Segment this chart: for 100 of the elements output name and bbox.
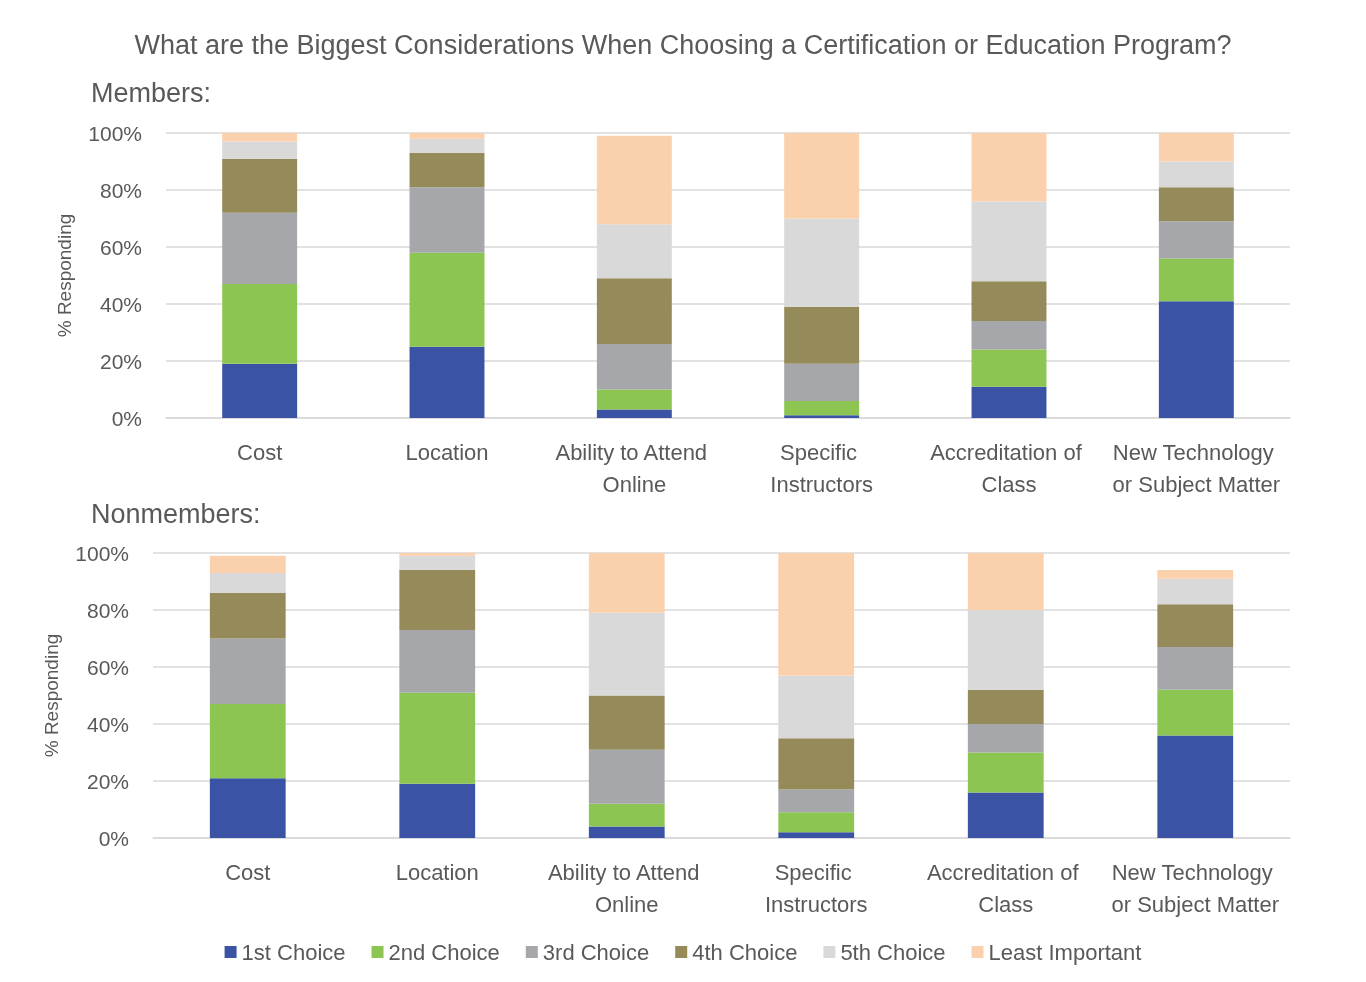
bar	[1157, 689, 1234, 736]
legend-label: 1st Choice	[241, 939, 346, 965]
x-tick-label: Accreditation of Class	[930, 439, 1088, 497]
bar	[588, 826, 665, 838]
legend-label: 4th Choice	[692, 939, 798, 965]
bar	[409, 138, 485, 153]
bar	[778, 832, 855, 838]
bar	[588, 749, 665, 804]
bar	[778, 789, 855, 813]
y-tick-label: 40%	[99, 292, 142, 316]
bar	[778, 553, 855, 676]
bar	[596, 389, 672, 410]
bar	[399, 553, 476, 556]
x-tick-label: Specific Instructors	[770, 439, 874, 497]
bar	[596, 135, 672, 225]
bar	[778, 738, 855, 790]
bar	[222, 363, 298, 418]
bar	[209, 572, 286, 593]
legend-label: 2nd Choice	[388, 939, 500, 965]
bar	[971, 321, 1047, 350]
bar	[784, 306, 860, 364]
bar	[209, 555, 286, 573]
bar	[967, 792, 1044, 838]
x-tick-label: Specific Instructors	[764, 859, 868, 917]
bar	[1157, 570, 1234, 579]
bar	[967, 553, 1044, 610]
y-tick-label: 100%	[75, 541, 129, 565]
bar	[399, 783, 476, 838]
bar	[971, 281, 1047, 322]
bar	[588, 553, 665, 613]
chart-subtitle: Members:	[91, 77, 212, 108]
legend-label: 3rd Choice	[542, 939, 650, 965]
y-tick-label: 80%	[99, 178, 142, 202]
x-tick-label: Ability to Attend Online	[547, 859, 706, 917]
bar	[784, 415, 860, 418]
bar	[209, 778, 286, 838]
bar	[222, 284, 298, 364]
bar	[409, 133, 485, 139]
bar	[1157, 604, 1234, 648]
bar	[1158, 187, 1234, 222]
bar	[1157, 578, 1234, 605]
bar	[778, 812, 855, 833]
y-tick-label: 60%	[86, 655, 129, 679]
bar	[1158, 258, 1234, 302]
bar	[1157, 735, 1234, 838]
bar	[967, 724, 1044, 753]
bar	[209, 592, 286, 639]
bar	[209, 704, 286, 779]
x-tick-label: Location	[405, 439, 489, 465]
bar	[971, 349, 1047, 387]
bar	[399, 692, 476, 784]
bar	[209, 638, 286, 705]
bar	[971, 133, 1047, 202]
legend-label: Least Important	[988, 939, 1142, 965]
y-tick-label: 80%	[86, 598, 129, 622]
bar	[409, 252, 485, 347]
bar	[967, 689, 1044, 724]
bar	[222, 158, 298, 213]
bar	[596, 343, 672, 390]
legend-label: 5th Choice	[840, 939, 946, 965]
bar	[399, 629, 476, 693]
bar	[784, 363, 860, 401]
bar	[588, 695, 665, 750]
bar	[784, 133, 860, 219]
y-tick-label: 20%	[86, 769, 129, 793]
bar	[409, 346, 485, 418]
bar	[1158, 133, 1234, 162]
x-tick-label: Cost	[225, 859, 271, 885]
bar	[967, 752, 1044, 793]
bar	[1158, 221, 1234, 259]
y-tick-label: 20%	[99, 349, 142, 373]
bar	[784, 400, 860, 416]
bar	[971, 386, 1047, 418]
bar	[588, 803, 665, 827]
bar	[222, 133, 298, 142]
x-tick-label: Cost	[237, 439, 283, 465]
bar	[222, 212, 298, 285]
y-tick-label: 0%	[98, 826, 129, 850]
chart-subtitle: Nonmembers:	[91, 498, 261, 529]
bar	[409, 152, 485, 188]
bar	[399, 555, 476, 571]
y-tick-label: 0%	[111, 406, 142, 430]
x-tick-label: Ability to Attend Online	[555, 439, 714, 497]
bar	[596, 278, 672, 344]
bar	[399, 570, 476, 630]
chart-title: What are the Biggest Considerations When Choosing a Certification or Education Program?	[134, 29, 1232, 60]
y-axis-title: % Responding	[41, 633, 62, 758]
y-axis-title: % Responding	[54, 213, 75, 338]
x-tick-label: Accreditation of Class	[926, 859, 1085, 917]
bar	[222, 141, 298, 159]
bar	[1158, 301, 1234, 418]
x-tick-label: Location	[395, 859, 479, 885]
bar	[596, 409, 672, 418]
bar	[409, 187, 485, 253]
y-tick-label: 60%	[99, 235, 142, 259]
bar	[1157, 647, 1234, 690]
bar	[1158, 161, 1234, 188]
x-tick-label: New Technology or Subject Matter	[1112, 439, 1281, 497]
y-tick-label: 40%	[86, 712, 129, 736]
y-tick-label: 100%	[88, 121, 142, 145]
